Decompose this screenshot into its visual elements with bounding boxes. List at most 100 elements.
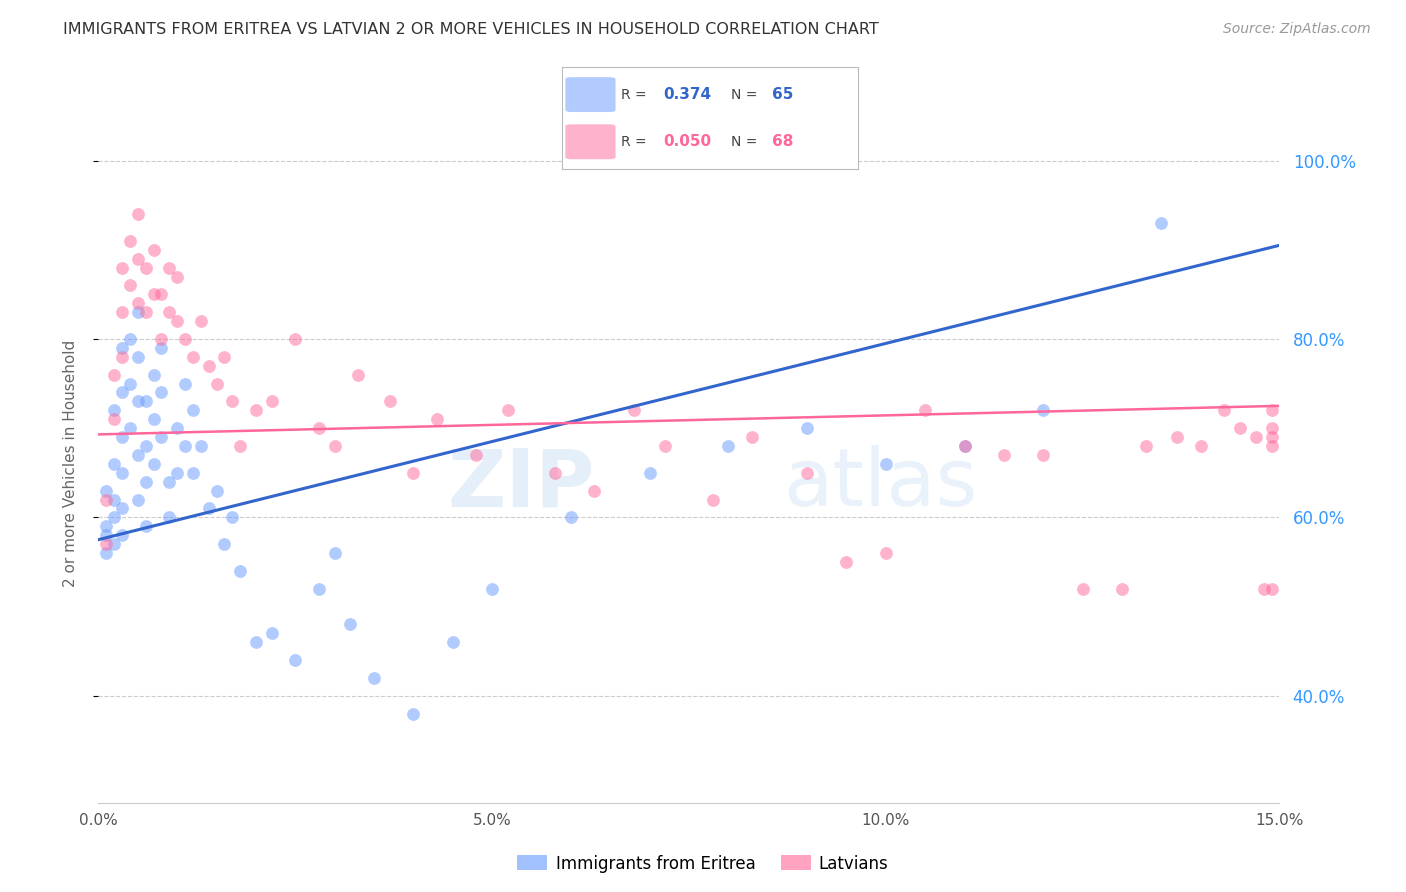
- Point: [205, 483, 228, 498]
- Point: [1253, 582, 1275, 596]
- Point: [260, 626, 283, 640]
- Point: [118, 332, 141, 346]
- Text: 0.374: 0.374: [662, 87, 711, 102]
- Point: [284, 332, 307, 346]
- Point: [103, 510, 125, 524]
- Point: [378, 394, 401, 409]
- Point: [496, 403, 519, 417]
- Point: [1189, 439, 1212, 453]
- Point: [583, 483, 606, 498]
- Point: [796, 466, 818, 480]
- Point: [96, 483, 118, 498]
- Point: [741, 430, 763, 444]
- Point: [1032, 403, 1054, 417]
- Point: [197, 501, 219, 516]
- Point: [127, 394, 149, 409]
- Point: [127, 448, 149, 462]
- Point: [544, 466, 567, 480]
- Point: [111, 466, 134, 480]
- Point: [221, 510, 243, 524]
- Point: [118, 278, 141, 293]
- Point: [96, 537, 118, 551]
- Point: [111, 305, 134, 319]
- Point: [111, 501, 134, 516]
- Point: [623, 403, 645, 417]
- Point: [96, 546, 118, 560]
- Point: [245, 635, 267, 649]
- Point: [111, 528, 134, 542]
- Point: [174, 376, 197, 391]
- Point: [347, 368, 370, 382]
- Y-axis label: 2 or more Vehicles in Household: 2 or more Vehicles in Household: [63, 340, 77, 588]
- Point: [127, 305, 149, 319]
- Point: [142, 243, 165, 257]
- Point: [174, 332, 197, 346]
- Point: [166, 421, 188, 435]
- Text: N =: N =: [731, 87, 762, 102]
- Point: [481, 582, 503, 596]
- Point: [245, 403, 267, 417]
- Point: [560, 510, 582, 524]
- Text: ZIP: ZIP: [447, 445, 595, 524]
- Point: [150, 287, 173, 301]
- Point: [1260, 430, 1282, 444]
- Point: [1260, 439, 1282, 453]
- Point: [323, 439, 346, 453]
- Point: [1229, 421, 1251, 435]
- Point: [142, 412, 165, 426]
- Point: [135, 519, 157, 533]
- Point: [717, 439, 740, 453]
- Point: [150, 341, 173, 355]
- Point: [103, 492, 125, 507]
- Point: [214, 350, 236, 364]
- Point: [118, 376, 141, 391]
- Point: [1166, 430, 1188, 444]
- Point: [135, 475, 157, 489]
- Point: [157, 510, 180, 524]
- Legend: Immigrants from Eritrea, Latvians: Immigrants from Eritrea, Latvians: [510, 848, 896, 880]
- Point: [135, 260, 157, 275]
- Text: R =: R =: [621, 87, 651, 102]
- Point: [103, 403, 125, 417]
- Point: [103, 537, 125, 551]
- Point: [229, 439, 252, 453]
- Point: [135, 394, 157, 409]
- Point: [875, 546, 897, 560]
- Point: [1260, 403, 1282, 417]
- Text: R =: R =: [621, 135, 651, 149]
- Point: [190, 439, 212, 453]
- Point: [339, 617, 361, 632]
- Point: [111, 350, 134, 364]
- Point: [1244, 430, 1267, 444]
- Point: [111, 430, 134, 444]
- Point: [402, 466, 425, 480]
- Point: [150, 385, 173, 400]
- Text: 65: 65: [772, 87, 793, 102]
- Point: [174, 439, 197, 453]
- Point: [323, 546, 346, 560]
- Point: [197, 359, 219, 373]
- Point: [426, 412, 449, 426]
- Point: [205, 376, 228, 391]
- Point: [308, 421, 330, 435]
- Point: [465, 448, 488, 462]
- Point: [260, 394, 283, 409]
- Point: [142, 368, 165, 382]
- Point: [142, 287, 165, 301]
- Text: IMMIGRANTS FROM ERITREA VS LATVIAN 2 OR MORE VEHICLES IN HOUSEHOLD CORRELATION C: IMMIGRANTS FROM ERITREA VS LATVIAN 2 OR …: [63, 22, 879, 37]
- Point: [993, 448, 1015, 462]
- Point: [166, 269, 188, 284]
- Point: [142, 457, 165, 471]
- Point: [127, 296, 149, 310]
- FancyBboxPatch shape: [565, 78, 616, 112]
- Text: Source: ZipAtlas.com: Source: ZipAtlas.com: [1223, 22, 1371, 37]
- Point: [214, 537, 236, 551]
- Point: [914, 403, 936, 417]
- Point: [166, 314, 188, 328]
- Point: [654, 439, 676, 453]
- Text: 68: 68: [772, 135, 793, 149]
- Point: [363, 671, 385, 685]
- Point: [150, 430, 173, 444]
- Point: [111, 385, 134, 400]
- Point: [1111, 582, 1133, 596]
